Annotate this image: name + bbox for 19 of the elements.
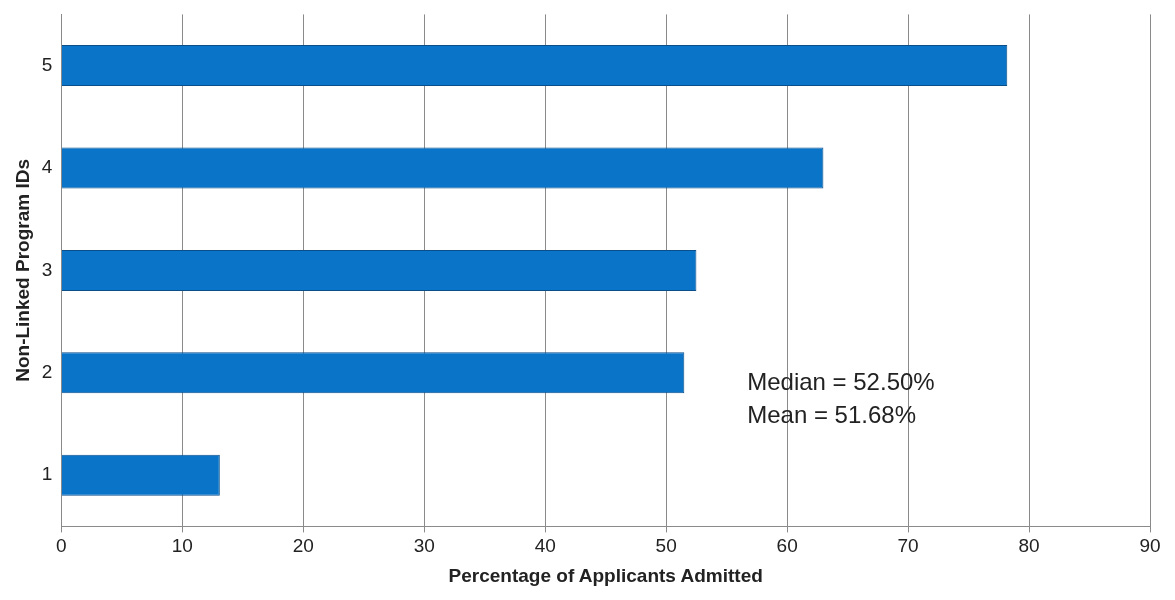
x-tick-label: 40 — [534, 535, 556, 557]
y-tick-label: 1 — [41, 463, 53, 485]
x-tick-label: 20 — [292, 535, 314, 557]
y-tick-label: 5 — [41, 53, 53, 75]
x-tick-label: 90 — [1139, 535, 1161, 557]
x-axis-title: Percentage of Applicants Admitted — [448, 564, 763, 586]
x-tick-label: 0 — [56, 535, 67, 557]
x-tick-label: 50 — [655, 535, 677, 557]
x-tick-label: 30 — [413, 535, 435, 557]
y-tick-label: 2 — [41, 361, 53, 383]
x-tick-label: 70 — [897, 535, 919, 557]
x-tick-label: 60 — [776, 535, 798, 557]
y-axis-title: Non-Linked Program IDs — [11, 159, 33, 382]
x-tick-label: 80 — [1018, 535, 1040, 557]
annotation: Mean = 51.68% — [747, 400, 916, 428]
y-tick-label: 4 — [41, 156, 53, 178]
annotation: Median = 52.50% — [747, 367, 935, 395]
y-tick-label: 3 — [41, 258, 53, 280]
x-tick-label: 10 — [171, 535, 193, 557]
